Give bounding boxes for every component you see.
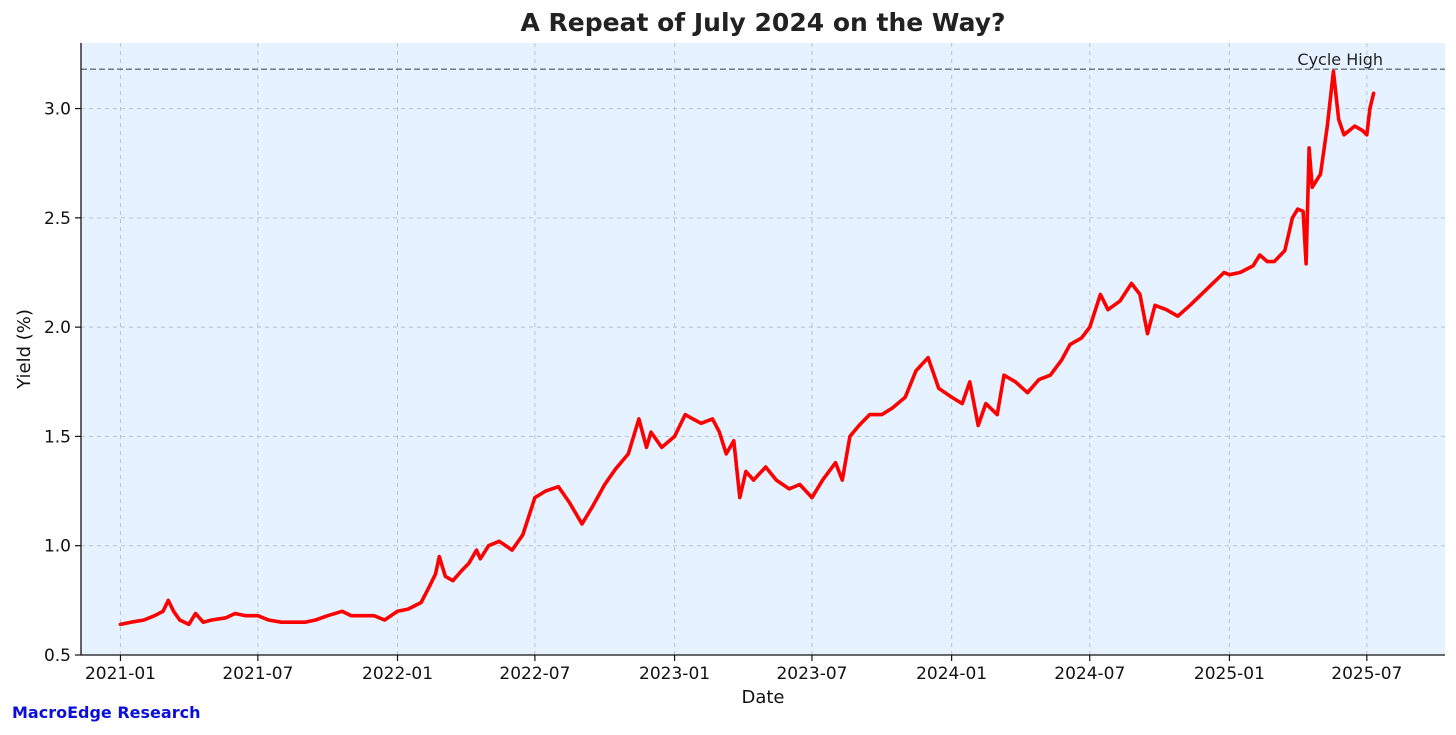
x-tick-label: 2024-07 (1054, 664, 1125, 684)
x-tick-label: 2021-01 (85, 664, 156, 684)
x-tick-label: 2021-07 (222, 664, 293, 684)
y-tick-label: 2.5 (44, 209, 71, 229)
y-tick-label: 0.5 (44, 646, 71, 666)
x-tick-label: 2022-07 (499, 664, 570, 684)
brand-watermark: MacroEdge Research (12, 703, 201, 722)
y-axis-label: Yield (%) (14, 309, 35, 390)
x-tick-label: 2023-07 (776, 664, 847, 684)
chart-title: A Repeat of July 2024 on the Way? (520, 8, 1005, 37)
annotation-layer: Cycle High (81, 50, 1445, 70)
grid-lines (81, 43, 1445, 656)
plot-area (81, 43, 1445, 655)
cycle-high-label: Cycle High (1297, 50, 1383, 69)
x-axis-ticks: 2021-01 2021-07 2022-01 2022-07 2023-01 2023-… (85, 655, 1402, 684)
y-tick-label: 1.0 (44, 537, 71, 557)
y-tick-label: 2.0 (44, 318, 71, 338)
x-tick-label: 2025-07 (1331, 664, 1402, 684)
x-axis-label: Date (741, 687, 784, 708)
y-axis-ticks: 0.5 1.0 1.5 2.0 2.5 3.0 (44, 100, 81, 666)
x-tick-label: 2023-01 (639, 664, 710, 684)
series-layer (118, 69, 1376, 627)
y-tick-label: 3.0 (44, 100, 71, 120)
yield-series-line (118, 69, 1376, 627)
x-tick-label: 2025-01 (1194, 664, 1265, 684)
x-tick-label: 2024-01 (916, 664, 987, 684)
x-tick-label: 2022-01 (362, 664, 433, 684)
y-tick-label: 1.5 (44, 427, 71, 447)
